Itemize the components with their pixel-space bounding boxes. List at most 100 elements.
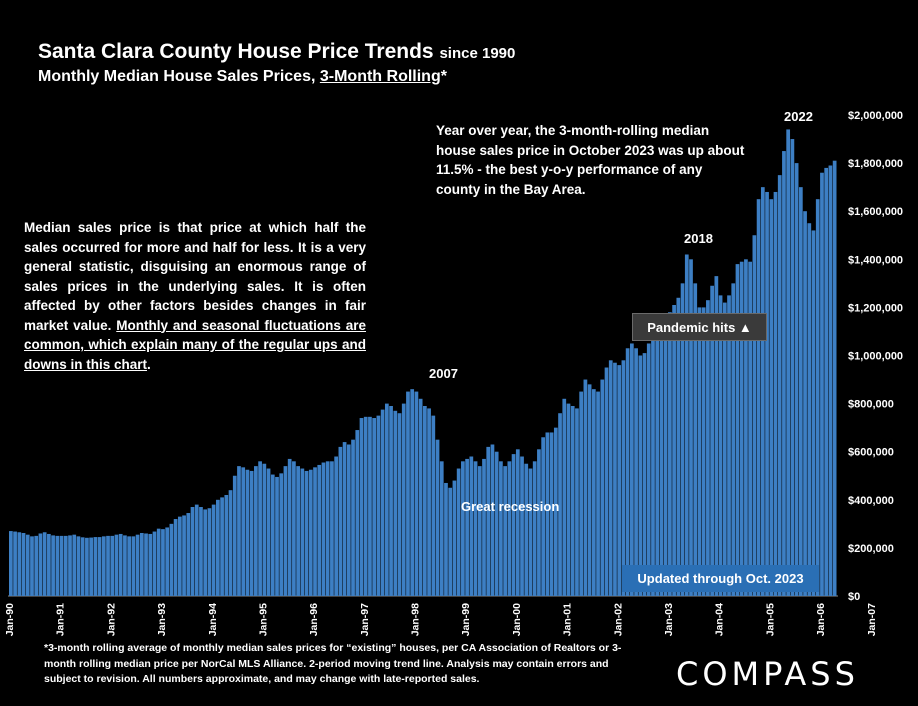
price-bar [384, 403, 389, 596]
price-bar [152, 531, 157, 596]
price-bar [351, 439, 355, 596]
price-bar [604, 367, 609, 596]
price-bar [663, 314, 668, 596]
price-bar [553, 427, 558, 596]
y-tick-label: $800,000 [848, 399, 894, 411]
x-tick-label: Jan-07 [866, 603, 878, 636]
price-bar [503, 466, 507, 596]
price-bar [537, 449, 541, 596]
price-bar [625, 348, 630, 596]
price-bar [304, 470, 309, 596]
price-bar [486, 446, 491, 596]
price-bar [744, 259, 748, 596]
price-bar [161, 529, 165, 596]
price-bar [811, 230, 816, 596]
price-bar [51, 535, 55, 596]
price-bar [444, 482, 448, 596]
x-tick-label: Jan-06 [815, 603, 827, 636]
x-tick-label: Jan-93 [156, 603, 168, 636]
price-bar [477, 466, 482, 596]
price-bar [482, 458, 486, 596]
price-bar [515, 449, 520, 596]
price-bar [431, 415, 436, 597]
price-bar [177, 516, 182, 596]
price-bar [313, 467, 317, 596]
subtitle-rolling: 3-Month Rolling [319, 68, 441, 85]
price-bar [773, 191, 778, 596]
price-bar [731, 283, 736, 596]
price-bar [651, 331, 655, 596]
price-bar [528, 468, 533, 596]
price-bar [359, 418, 364, 596]
price-bar [241, 467, 246, 596]
price-bar [655, 321, 660, 596]
price-bar [228, 490, 233, 596]
price-bar [186, 513, 191, 596]
x-tick-label: Jan-00 [511, 603, 523, 636]
price-bar [372, 418, 377, 596]
price-bar [156, 528, 161, 596]
price-bar [401, 403, 406, 596]
price-bar [216, 499, 220, 596]
x-axis: Jan-90 Jan-91 Jan-92 Jan-93 Jan-94 Jan-95 Jan-… [4, 603, 918, 636]
label-great-recession: Great recession [461, 499, 560, 514]
price-bar [34, 535, 39, 597]
price-bar [520, 456, 524, 596]
price-bar [566, 403, 571, 596]
y-tick-label: $0 [848, 591, 860, 603]
price-bar [684, 254, 689, 597]
price-bar [338, 446, 343, 596]
price-bar [524, 463, 529, 596]
price-bar [203, 509, 208, 596]
x-tick-label: Jan-94 [207, 603, 219, 636]
price-bar [194, 504, 199, 596]
price-bar [689, 259, 693, 596]
price-bar [570, 406, 575, 596]
price-bar [389, 406, 393, 596]
price-bar [89, 537, 93, 596]
x-tick-label: Jan-05 [764, 603, 776, 636]
x-tick-label: Jan-01 [562, 603, 574, 636]
price-bar [393, 410, 398, 596]
price-bar [798, 187, 803, 596]
price-bar [756, 199, 761, 596]
fluctuation-note: Monthly and seasonal fluctuations are co… [24, 317, 366, 372]
price-bar [423, 406, 427, 596]
price-bar [254, 466, 258, 596]
price-bar [752, 235, 757, 596]
price-bar [465, 458, 469, 596]
price-bar [427, 408, 431, 596]
price-bar [114, 534, 119, 596]
price-bar [368, 416, 372, 596]
price-bar [621, 360, 626, 596]
y-tick-label: $1,800,000 [848, 158, 903, 170]
price-bar [292, 461, 296, 596]
x-tick-label: Jan-92 [105, 603, 117, 636]
price-bar [803, 211, 807, 596]
price-bar [38, 533, 43, 596]
price-bar [135, 534, 140, 596]
price-bar [469, 456, 474, 596]
updated-through-badge: Updated through Oct. 2023 [622, 565, 819, 592]
price-bar [608, 360, 613, 596]
price-bar [562, 398, 567, 596]
price-bar [300, 468, 305, 596]
price-bar [17, 532, 22, 596]
price-bar [714, 276, 719, 596]
y-tick-label: $2,000,000 [848, 110, 903, 122]
price-bar [308, 469, 313, 596]
price-bar [266, 468, 271, 596]
price-bar [790, 139, 795, 597]
price-bar [541, 437, 546, 596]
price-bar [258, 461, 262, 596]
price-bar [131, 536, 136, 596]
price-bar [330, 461, 334, 596]
price-bar [25, 534, 30, 596]
price-bar [701, 307, 706, 596]
price-bar [794, 163, 799, 596]
x-tick-label: Jan-91 [55, 603, 67, 636]
price-bar [321, 462, 326, 596]
price-bar [410, 389, 415, 596]
price-bar [706, 300, 710, 596]
